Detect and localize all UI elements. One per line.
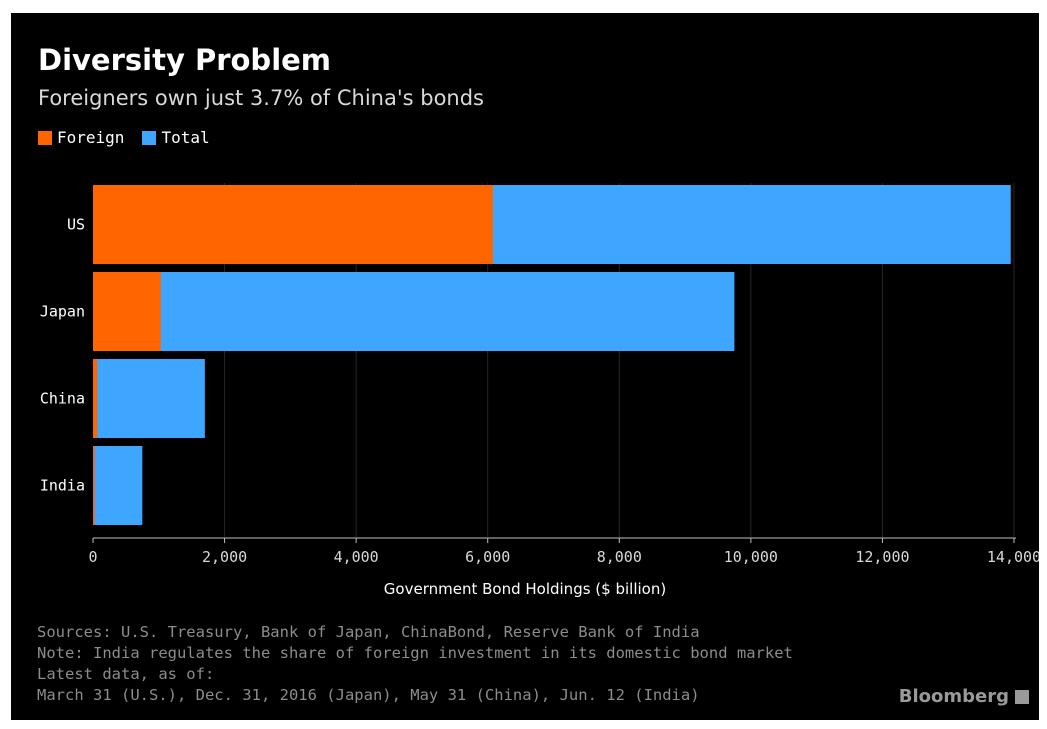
footnote-latest-data: Latest data, as of: <box>37 665 215 683</box>
legend-swatch-total <box>142 130 157 145</box>
bar-chart: US Japan China India 0 2,000 4,000 6,000 8,000 10… <box>40 183 1039 566</box>
x-tick-label: 12,000 <box>855 548 909 566</box>
x-axis-label: Government Bond Holdings ($ billion) <box>383 580 667 598</box>
x-tick-label: 10,000 <box>724 548 778 566</box>
bar-total-china <box>93 359 205 438</box>
bloomberg-logo: Bloomberg <box>899 686 1029 707</box>
bar-foreign-china <box>93 359 98 438</box>
category-label-japan: Japan <box>40 303 85 321</box>
category-label-india: India <box>40 477 85 495</box>
legend-item-foreign: Foreign <box>38 128 124 147</box>
x-tick-label: 0 <box>88 548 97 566</box>
legend-label-foreign: Foreign <box>57 128 125 147</box>
x-tick-label: 6,000 <box>465 548 510 566</box>
bar-foreign-india <box>93 446 95 525</box>
category-label-us: US <box>67 216 85 234</box>
legend-swatch-foreign <box>38 130 52 145</box>
x-tick-label: 2,000 <box>202 548 247 566</box>
legend: Foreign Total <box>38 128 228 147</box>
footnotes: Sources: U.S. Treasury, Bank of Japan, C… <box>37 622 793 706</box>
chart-panel: Diversity Problem Foreigners own just 3.… <box>11 13 1039 720</box>
footnote-dates: March 31 (U.S.), Dec. 31, 2016 (Japan), … <box>37 686 700 704</box>
legend-item-total: Total <box>142 128 210 147</box>
chart-subtitle: Foreigners own just 3.7% of China's bond… <box>38 86 484 110</box>
bar-foreign-us <box>93 185 493 264</box>
brand-label: Bloomberg <box>898 686 1009 707</box>
bar-total-japan <box>93 272 735 351</box>
footnote-sources: Sources: U.S. Treasury, Bank of Japan, C… <box>37 623 700 641</box>
bloomberg-logo-icon <box>1015 689 1029 704</box>
legend-label-total: Total <box>161 128 210 147</box>
footnote-note: Note: India regulates the share of forei… <box>37 644 793 662</box>
chart-title: Diversity Problem <box>38 43 332 77</box>
bar-foreign-japan <box>93 272 161 351</box>
bar-total-india <box>93 446 143 525</box>
x-tick-label: 8,000 <box>597 548 642 566</box>
x-tick-label: 14,000 <box>987 548 1039 566</box>
category-label-china: China <box>40 390 85 408</box>
x-tick-label: 4,000 <box>334 548 379 566</box>
